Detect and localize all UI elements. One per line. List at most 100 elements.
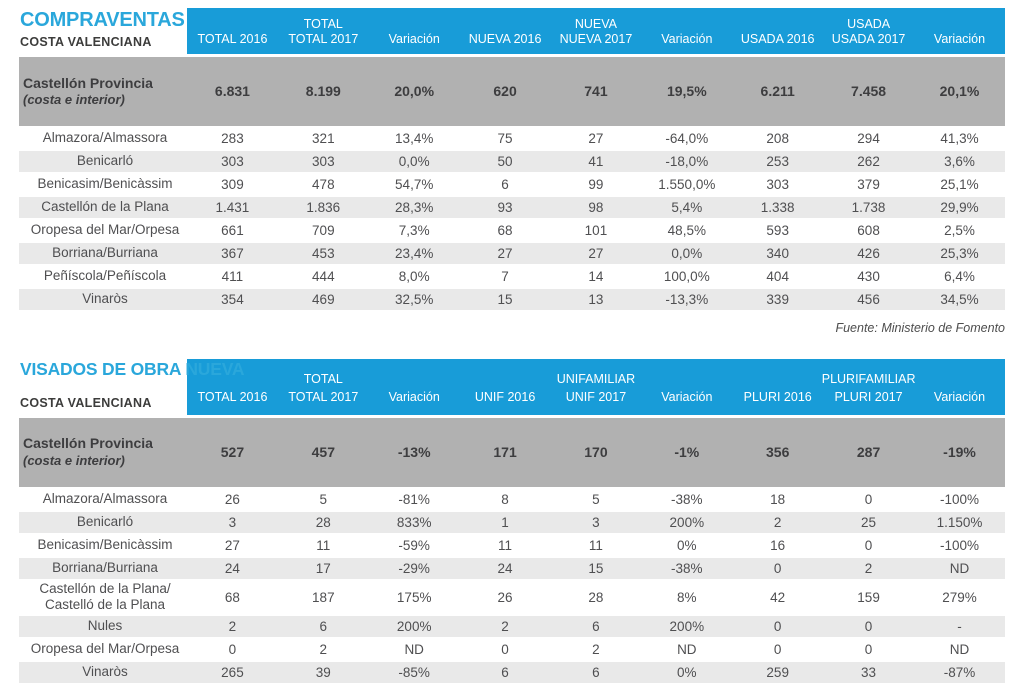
value-cell: 200%: [368, 614, 460, 638]
value-cell: 453: [277, 240, 369, 264]
column-header: TOTAL 2016: [187, 388, 278, 418]
value-cell: 25,3%: [914, 240, 1005, 264]
column-header: Variación: [641, 32, 733, 57]
value-cell: 159: [823, 578, 914, 615]
compraventas-section: COMPRAVENTAS COSTA VALENCIANA TOTAL NUEV…: [19, 8, 1005, 335]
value-cell: 356: [732, 417, 824, 487]
value-cell: 3,6%: [914, 148, 1005, 172]
group-header-row: VISADOS DE OBRA NUEVA COSTA VALENCIANA T…: [19, 358, 1005, 418]
province-sublabel: (costa e interior): [23, 452, 125, 468]
column-header: Variación: [914, 388, 1005, 418]
value-cell: 27: [550, 125, 642, 149]
value-cell: 367: [187, 240, 278, 264]
value-cell: 340: [732, 240, 824, 264]
value-cell: 0: [732, 555, 824, 579]
value-cell: 20,0%: [368, 57, 460, 126]
table-row: Castellón de la Plana 1.431 1.836 28,3% 93 98…: [19, 194, 1005, 218]
value-cell: 41,3%: [914, 125, 1005, 149]
compraventas-table: COMPRAVENTAS COSTA VALENCIANA TOTAL NUEV…: [19, 8, 1005, 310]
column-header: Variación: [914, 32, 1005, 57]
value-cell: 27: [459, 240, 551, 264]
value-cell: 11: [459, 532, 551, 556]
group-header-total: TOTAL: [187, 8, 460, 32]
value-cell: -85%: [368, 660, 460, 684]
value-cell: 2: [732, 509, 824, 533]
value-cell: -100%: [914, 532, 1005, 556]
value-cell: 0: [732, 637, 824, 661]
municipality-label: Benicarló: [19, 509, 187, 533]
value-cell: 608: [823, 217, 914, 241]
value-cell: 2: [550, 637, 642, 661]
value-cell: -1%: [641, 417, 733, 487]
municipality-label: Oropesa del Mar/Orpesa: [19, 637, 187, 661]
value-cell: 68: [459, 217, 551, 241]
visados-body: Castellón Provincia (costa e interior) 5…: [19, 417, 1005, 684]
value-cell: -64,0%: [641, 125, 733, 149]
value-cell: 7,3%: [368, 217, 460, 241]
value-cell: -100%: [914, 486, 1005, 510]
value-cell: 265: [187, 660, 278, 684]
column-header: PLURI 2016: [732, 388, 824, 418]
value-cell: 321: [277, 125, 369, 149]
value-cell: 0%: [641, 532, 733, 556]
value-cell: 593: [732, 217, 824, 241]
value-cell: 279%: [914, 578, 1005, 615]
value-cell: 1.338: [732, 194, 824, 218]
value-cell: 28: [277, 509, 369, 533]
value-cell: -18,0%: [641, 148, 733, 172]
column-header: UNIF 2016: [459, 388, 551, 418]
value-cell: 8%: [641, 578, 733, 615]
value-cell: 259: [732, 660, 824, 684]
group-header-unifamiliar: UNIFAMILIAR: [459, 358, 733, 389]
value-cell: 6: [550, 614, 642, 638]
value-cell: 478: [277, 171, 369, 195]
value-cell: 709: [277, 217, 369, 241]
value-cell: 8,0%: [368, 263, 460, 287]
municipality-label: Benicasim/Benicàssim: [19, 171, 187, 195]
value-cell: 6.831: [187, 57, 278, 126]
value-cell: 2: [277, 637, 369, 661]
column-header-row: TOTAL 2016 TOTAL 2017 Variación UNIF 201…: [19, 388, 1005, 418]
value-cell: 0: [187, 637, 278, 661]
value-cell: 0: [823, 614, 914, 638]
visados-header: VISADOS DE OBRA NUEVA COSTA VALENCIANA T…: [19, 358, 1005, 418]
column-header: NUEVA 2016: [459, 32, 551, 57]
value-cell: 170: [550, 417, 642, 487]
value-cell: 0,0%: [368, 148, 460, 172]
visados-table: VISADOS DE OBRA NUEVA COSTA VALENCIANA T…: [19, 358, 1005, 684]
value-cell: 42: [732, 578, 824, 615]
value-cell: 98: [550, 194, 642, 218]
value-cell: ND: [914, 555, 1005, 579]
table-subtitle: COSTA VALENCIANA: [20, 395, 152, 410]
value-cell: 7: [459, 263, 551, 287]
visados-title-cell: VISADOS DE OBRA NUEVA COSTA VALENCIANA: [19, 358, 245, 418]
column-header: TOTAL 2017: [277, 388, 369, 418]
municipality-label: Castellón de la Plana/ Castelló de la Pl…: [19, 578, 187, 615]
column-header: UNIF 2017: [550, 388, 642, 418]
value-cell: 101: [550, 217, 642, 241]
value-cell: 2: [187, 614, 278, 638]
value-cell: 11: [550, 532, 642, 556]
column-header: USADA 2016: [732, 32, 824, 57]
value-cell: 303: [277, 148, 369, 172]
table-row: Oropesa del Mar/Orpesa 661 709 7,3% 68 101 48,…: [19, 217, 1005, 241]
value-cell: 1: [459, 509, 551, 533]
municipality-label: Almazora/Almassora: [19, 486, 187, 510]
value-cell: 6: [550, 660, 642, 684]
province-label: Castellón Provincia (costa e interior): [19, 417, 187, 487]
province-summary-row: Castellón Provincia (costa e interior) 5…: [19, 417, 1005, 487]
value-cell: ND: [914, 637, 1005, 661]
value-cell: 6,4%: [914, 263, 1005, 287]
column-header: Variación: [641, 388, 733, 418]
value-cell: -13,3%: [641, 286, 733, 310]
value-cell: 13,4%: [368, 125, 460, 149]
value-cell: 6.211: [732, 57, 824, 126]
table-row: Vinaròs 354 469 32,5% 15 13 -13,3% 339 456 34,5%: [19, 286, 1005, 310]
value-cell: 527: [187, 417, 278, 487]
table-title: COMPRAVENTAS: [20, 9, 185, 31]
municipality-label: Castellón de la Plana: [19, 194, 187, 218]
province-name: Castellón Provincia: [23, 74, 153, 91]
value-cell: 200%: [641, 509, 733, 533]
value-cell: 15: [550, 555, 642, 579]
